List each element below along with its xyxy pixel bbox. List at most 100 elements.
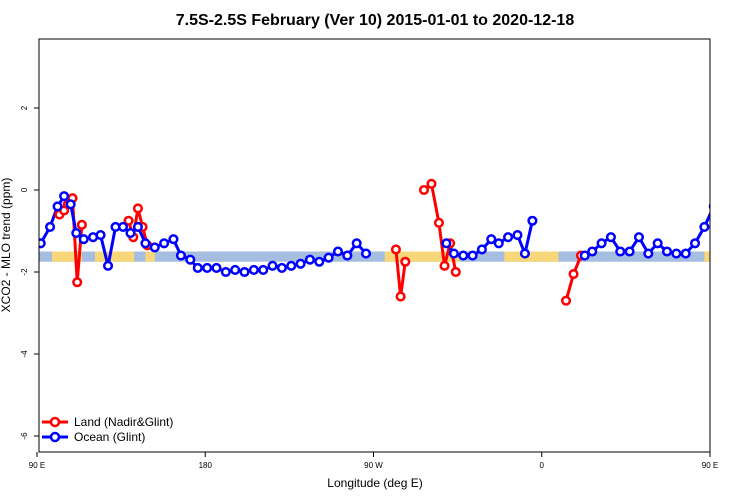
strip-ocean [39,251,710,262]
ocean-data-point [140,238,151,249]
ocean-data-point [699,221,710,232]
land-data-point [729,211,737,219]
ocean-data-point [744,235,750,243]
ocean-data-point [102,260,114,271]
x-tick-label: 180 [199,461,213,470]
ocean-data-point [332,246,344,257]
legend: Land (Nadir&Glint) Ocean (Glint) [42,415,173,444]
ocean-data-point [39,238,46,249]
ocean-data-point [579,250,590,261]
land-data-point [76,219,87,230]
ocean-data-point [149,242,160,253]
legend-land-label: Land (Nadir&Glint) [74,415,173,429]
ocean-data-point [159,238,170,249]
strip-land-3 [384,251,460,262]
ocean-data-point [192,262,203,273]
series-layer [39,178,750,306]
ocean-data-point [624,246,635,257]
x-tick-label: 90 W [364,461,383,470]
land-data-point [390,244,401,255]
ocean-data-point [596,238,607,249]
x-tick-label: 90 E [29,461,45,470]
ocean-data-point [719,192,727,200]
ocean-data-point [441,238,452,249]
ocean-data-point [52,201,63,212]
ocean-data-point [458,250,469,261]
strip-land-1 [94,251,135,262]
ocean-data-point [248,264,259,276]
ocean-data-point [527,215,538,226]
land-data-point [400,256,411,267]
land-data-point [742,194,750,202]
y-axis: 2 0 -2 -4 -6 [20,105,39,440]
ocean-data-point [220,266,231,278]
ocean-data-point [202,262,213,273]
ocean-data-point [65,199,76,210]
x-axis-label: Longitude (deg E) [327,476,422,490]
ocean-data-point [486,234,497,245]
ocean-data-point [493,238,504,249]
land-data-point [439,260,450,271]
land-data-point [450,266,461,278]
ocean-data-point [168,234,179,245]
ocean-data-point [78,234,89,245]
ocean-data-point [351,238,362,249]
ocean-data-point [519,248,530,259]
legend-land-marker [49,416,61,428]
y-tick-label: -4 [20,350,29,358]
ocean-data-point [211,262,222,273]
ocean-data-point [671,248,682,259]
ocean-data-point [132,221,143,232]
land-data-point [123,215,134,226]
land-data-point [426,178,437,189]
ocean-data-point [661,246,673,257]
ocean-data-point [615,246,626,257]
ocean-data-point [59,191,70,202]
ocean-data-point [258,264,269,276]
land-data-point [568,269,579,280]
land-data-point [132,203,143,214]
ocean-data-point [360,248,372,259]
ocean-data-point [680,248,691,259]
ocean-data-point [689,238,701,249]
y-axis-label: XCO2 - MLO trend (ppm) [0,178,13,313]
ocean-data-point [503,232,514,243]
ocean-data-point [125,228,136,239]
ocean-data-point [342,250,353,261]
ocean-data-point [45,221,56,232]
y-tick-label: 2 [20,105,29,110]
ocean-data-point [736,229,744,237]
x-tick-label: 0 [540,461,545,470]
y-tick-label: 0 [20,187,29,192]
surface-type-strip [39,251,710,262]
chart-title: 7.5S-2.5S February (Ver 10) 2015-01-01 t… [176,12,575,29]
legend-ocean-marker [49,431,61,443]
ocean-data-point [286,260,297,271]
land-data-point [72,277,83,288]
ocean-data-point [652,238,663,249]
ocean-data-point [71,228,82,239]
land-data-point [733,207,741,215]
ocean-data-point [295,258,306,269]
plot-frame [38,38,711,453]
land-data-point [395,291,406,302]
land-data-point [418,184,430,196]
land-series-line [732,198,750,282]
strip-land-4 [504,251,559,262]
strip-land-0 [51,251,82,262]
land-data-point [737,201,745,209]
land-data-point [561,295,572,306]
y-tick-label: -2 [20,268,29,276]
x-tick-label: 90 E [702,461,718,470]
ocean-data-point [185,254,196,265]
ocean-data-point [95,230,106,241]
ocean-data-point [605,232,616,243]
ocean-data-point [304,254,315,265]
ocean-data-point [587,246,598,257]
ocean-data-point [314,256,325,267]
strip-land-5 [704,251,710,262]
ocean-data-point [448,248,459,259]
x-axis: 90 E 180 90 W 0 90 E [29,452,718,470]
ocean-data-point [512,230,523,241]
